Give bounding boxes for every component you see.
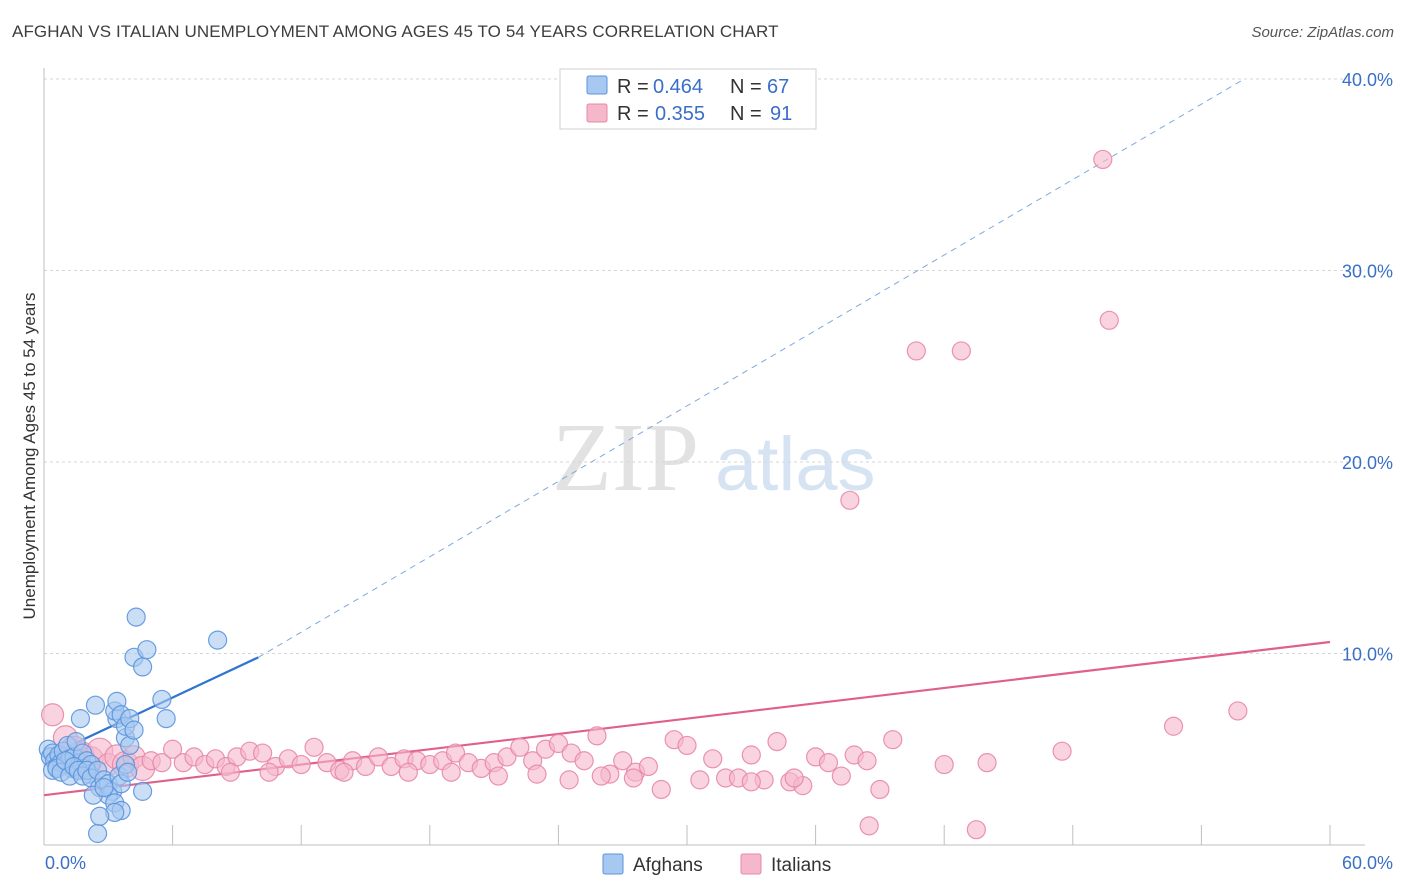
italians-point: [857, 751, 877, 771]
legend-n-value-afghans: 67: [767, 76, 789, 98]
afghans-point: [124, 720, 144, 740]
italians-point: [220, 762, 241, 782]
y-tick-label: 10.0%: [1342, 645, 1393, 665]
italians-point: [368, 747, 388, 767]
afghans-trend-extension: [258, 78, 1245, 658]
legend-swatch-italians: [586, 103, 608, 123]
italians-point: [497, 747, 517, 767]
italians-point: [651, 779, 671, 800]
x-tick-label-max: 60.0%: [1342, 853, 1393, 873]
y-tick-label: 30.0%: [1342, 262, 1393, 282]
italians-point: [977, 753, 997, 773]
italians-point: [741, 772, 761, 792]
italians-point: [527, 764, 547, 784]
italians-point: [253, 743, 273, 763]
italians-point: [934, 754, 954, 775]
italians-point: [951, 341, 971, 361]
bottom-legend: Afghans Italians: [602, 853, 831, 876]
italians-point: [488, 766, 508, 786]
legend: R = 0.464 N = 67 R = 0.355 N = 91: [559, 68, 817, 130]
italians-point: [1163, 716, 1184, 736]
afghans-point: [117, 762, 138, 782]
italians-point: [613, 751, 633, 771]
legend-r-value-italians: 0.355: [655, 103, 705, 125]
afghans-point: [85, 695, 106, 715]
italians-point: [966, 820, 986, 840]
italians-point: [784, 768, 804, 788]
afghans-point: [126, 607, 146, 627]
legend-n-value-italians: 91: [770, 103, 792, 125]
italians-trend-line: [43, 640, 1331, 797]
italians-point: [304, 737, 324, 757]
italians-point: [259, 762, 279, 782]
x-tick-label-min: 0.0%: [45, 853, 86, 873]
italians-point: [152, 753, 172, 773]
legend-r-label-italians: R =: [617, 103, 649, 125]
bottom-legend-afghans: Afghans: [633, 855, 703, 876]
italians-point: [831, 766, 851, 786]
italians-point: [1099, 310, 1119, 330]
y-tick-label: 40.0%: [1342, 70, 1393, 90]
italians-point: [398, 762, 418, 782]
italians-point: [1228, 701, 1248, 721]
watermark: ZIP atlas: [552, 404, 876, 512]
afghans-point: [132, 657, 153, 677]
italians-point: [510, 737, 530, 757]
italians-point: [548, 733, 569, 754]
legend-swatch-afghans: [586, 75, 608, 95]
y-tick-label: 20.0%: [1342, 453, 1393, 473]
tick-labels: 10.0% 20.0% 30.0% 40.0% 0.0% 60.0%: [45, 70, 1393, 873]
italians-point: [291, 754, 311, 775]
italians-point: [445, 743, 466, 763]
italians-point: [355, 756, 376, 777]
italians-point: [690, 770, 710, 790]
italians-point: [906, 341, 926, 361]
italians-point: [1052, 741, 1072, 761]
legend-n-label-italians: N =: [730, 103, 762, 125]
bottom-legend-swatch-afghans: [602, 853, 624, 875]
afghans-point: [208, 630, 228, 650]
italians-point: [1093, 149, 1113, 170]
grid: [44, 78, 1365, 654]
italians-point: [883, 730, 903, 750]
italians-point: [638, 756, 659, 777]
afghans-point: [152, 689, 172, 710]
italians-point: [587, 726, 607, 746]
afghans-point: [90, 806, 110, 826]
italians-point: [859, 816, 879, 836]
italians-point: [623, 768, 644, 788]
italians-point: [818, 753, 839, 773]
legend-n-label-afghans: N =: [730, 76, 762, 98]
scatter-points: [38, 149, 1248, 844]
watermark-zip: ZIP: [552, 404, 699, 512]
afghans-point: [132, 781, 153, 801]
italians-point: [741, 745, 761, 765]
italians-point: [163, 739, 183, 759]
italians-point: [574, 751, 594, 771]
italians-point: [677, 735, 697, 756]
italians-point: [703, 749, 723, 769]
afghans-point: [137, 640, 157, 660]
afghans-point: [87, 823, 108, 844]
y-axis-label: Unemployment Among Ages 45 to 54 years: [20, 293, 39, 620]
source-label: Source: ZipAtlas.com: [1251, 24, 1394, 41]
italians-point: [840, 490, 860, 510]
italians-point: [441, 762, 461, 782]
legend-r-label-afghans: R =: [617, 76, 649, 98]
chart-title: AFGHAN VS ITALIAN UNEMPLOYMENT AMONG AGE…: [12, 22, 779, 41]
italians-point: [767, 731, 787, 752]
italians-point: [559, 770, 579, 790]
italians-point: [591, 766, 611, 786]
italians-point: [334, 762, 354, 782]
italians-point: [40, 703, 65, 727]
bottom-legend-swatch-italians: [740, 853, 762, 875]
afghans-point: [94, 777, 114, 798]
afghans-point: [156, 709, 176, 729]
legend-r-value-afghans: 0.464: [653, 76, 703, 98]
afghans-point: [70, 709, 91, 729]
bottom-legend-italians: Italians: [771, 855, 831, 876]
italians-point: [870, 779, 890, 800]
